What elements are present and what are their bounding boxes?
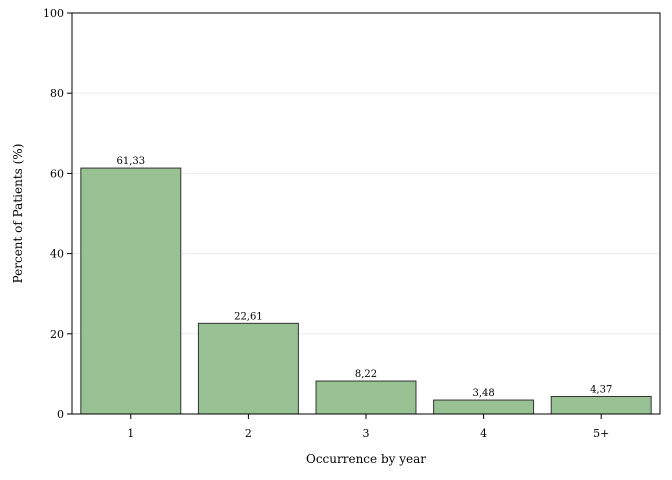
data-label: 3,48	[472, 388, 494, 399]
bars: 61,33 22,61 8,22 3,48 4,37	[80, 156, 652, 415]
data-label: 61,33	[116, 156, 145, 167]
y-tick-label: 40	[50, 248, 64, 261]
y-axis-title: Percent of Patients (%)	[11, 144, 25, 284]
y-axis: 0 20 40 60 80 100	[43, 7, 72, 421]
x-tick-label: 3	[363, 427, 370, 440]
bar-5+	[550, 395, 652, 415]
bar-3	[315, 380, 417, 415]
data-label: 4,37	[590, 384, 612, 395]
y-tick-label: 80	[50, 87, 64, 100]
x-axis-title: Occurrence by year	[306, 452, 426, 466]
x-tick-label: 2	[245, 427, 252, 440]
x-tick-label: 1	[127, 427, 134, 440]
bar-4	[433, 399, 535, 415]
bar-2	[197, 322, 299, 415]
y-tick-label: 0	[57, 408, 64, 421]
x-tick-label: 5+	[593, 427, 609, 440]
data-label: 8,22	[355, 369, 377, 380]
data-label: 22,61	[234, 311, 263, 322]
x-axis: 1 2 3 4 5+	[127, 414, 609, 440]
bar-1	[80, 167, 182, 415]
y-tick-label: 60	[50, 167, 64, 180]
x-tick-label: 4	[480, 427, 487, 440]
y-tick-label: 20	[50, 328, 64, 341]
y-tick-label: 100	[43, 7, 64, 20]
